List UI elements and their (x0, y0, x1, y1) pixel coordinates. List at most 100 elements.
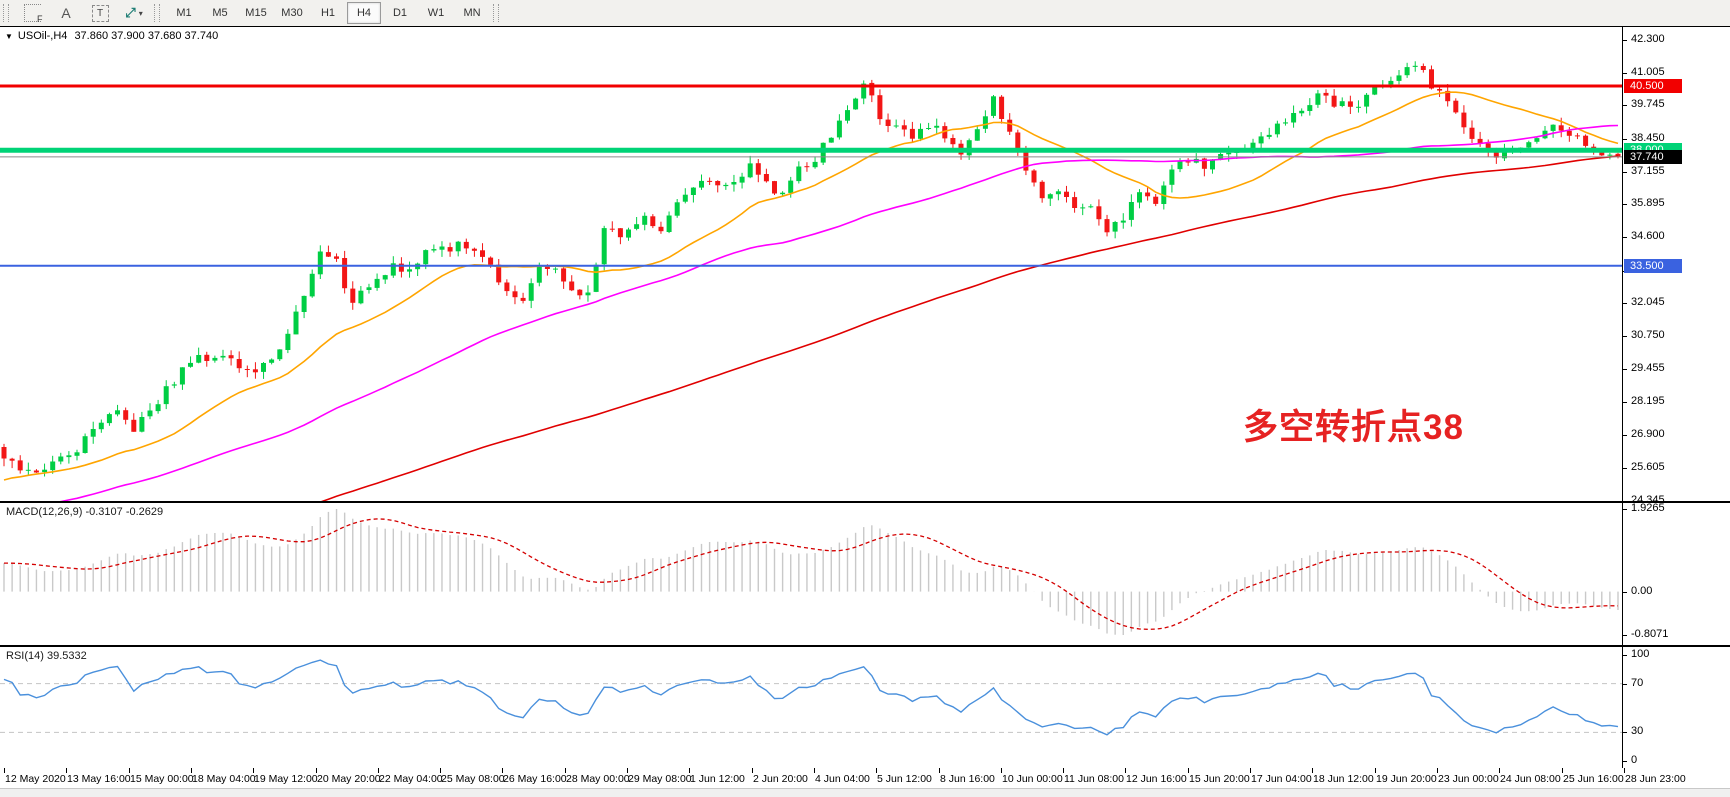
time-axis-tick (1312, 768, 1313, 773)
rsi-axis-label: 0 (1631, 754, 1638, 766)
rsi-axis-tick (1623, 655, 1627, 656)
time-axis-tick (4, 768, 5, 773)
time-axis-tick (253, 768, 254, 773)
time-axis-tick (378, 768, 379, 773)
time-axis-tick (316, 768, 317, 773)
rsi-axis-tick (1623, 761, 1627, 762)
time-axis[interactable]: 12 May 2020 13 May 16:00 15 May 00:00 18… (0, 768, 1730, 788)
text-label-icon: A (61, 5, 71, 21)
price-axis[interactable]: 42.300 41.005 39.745 38.450 37.155 35.89… (1622, 27, 1730, 506)
timeframe-button-d1[interactable]: D1 (392, 7, 408, 19)
macd-axis-label: 1.9265 (1631, 502, 1665, 514)
time-axis-label: 4 Jun 04:00 (815, 773, 870, 785)
time-axis-label: 8 Jun 16:00 (940, 773, 995, 785)
price-axis-label: 39.745 (1631, 98, 1665, 110)
timeframe-button-m30[interactable]: M30 (281, 7, 303, 19)
chart-symbol-dropdown-icon[interactable]: ▼ (5, 31, 13, 41)
time-axis-label: 25 Jun 16:00 (1563, 773, 1624, 785)
time-axis-label: 11 Jun 08:00 (1064, 773, 1124, 785)
fibo-grid-tool-button[interactable]: F (15, 1, 49, 25)
time-axis-tick (752, 768, 753, 773)
price-chart-canvas[interactable] (0, 27, 1622, 501)
timeframe-button-mn[interactable]: MN (463, 7, 481, 19)
price-axis-label: 41.005 (1631, 66, 1665, 78)
cursor-styles-tool-button[interactable]: ⤢ ▾ (117, 1, 151, 25)
rsi-axis[interactable]: 100 70 30 0 (1622, 647, 1730, 769)
time-axis-label: 22 May 04:00 (379, 773, 443, 785)
timeframe-button-m5[interactable]: M5 (212, 7, 228, 19)
time-axis-tick (1250, 768, 1251, 773)
time-axis-label: 18 May 04:00 (192, 773, 256, 785)
time-axis-tick (1375, 768, 1376, 773)
timeframe-button-h4[interactable]: H4 (347, 2, 381, 24)
macd-label: MACD(12,26,9) -0.3107 -0.2629 (6, 506, 164, 518)
time-axis-label: 10 Jun 00:00 (1002, 773, 1063, 785)
price-axis-tick (1623, 501, 1627, 502)
time-axis-tick (565, 768, 566, 773)
time-axis-tick (689, 768, 690, 773)
rsi-chart-canvas[interactable] (0, 647, 1622, 769)
toolbar-grip[interactable] (154, 4, 160, 22)
rsi-axis-tick (1623, 684, 1627, 685)
time-axis-tick (440, 768, 441, 773)
time-axis-tick (191, 768, 192, 773)
time-axis-label: 15 Jun 20:00 (1189, 773, 1250, 785)
chevron-down-icon[interactable]: ▾ (138, 8, 143, 18)
toolbar-grip[interactable] (3, 4, 9, 22)
text-box-tool-button[interactable]: T (83, 1, 117, 25)
price-axis-tick (1623, 139, 1627, 140)
chart-title: USOil-,H4 (17, 30, 68, 42)
time-axis-label: 25 May 08:00 (441, 773, 505, 785)
cursor-styles-icon: ⤢ (125, 5, 136, 20)
rsi-panel: RSI(14) 39.5332 100 70 30 0 (0, 646, 1730, 770)
time-axis-label: 1 Jun 12:00 (690, 773, 745, 785)
price-axis-tick (1623, 336, 1627, 337)
price-axis-label: 25.605 (1631, 461, 1665, 473)
time-axis-label: 12 Jun 16:00 (1126, 773, 1187, 785)
time-axis-label: 29 May 08:00 (628, 773, 692, 785)
macd-axis-tick (1623, 509, 1627, 510)
chart-ohlc-values: 37.860 37.900 37.680 37.740 (74, 30, 219, 42)
time-axis-tick (1188, 768, 1189, 773)
price-axis-tick (1623, 237, 1627, 238)
price-axis-tick (1623, 204, 1627, 205)
time-axis-label: 17 Jun 04:00 (1251, 773, 1312, 785)
price-axis-label: 42.300 (1631, 33, 1665, 45)
price-line-badge: 40.500 (1624, 79, 1682, 93)
timeframe-button-w1[interactable]: W1 (427, 7, 445, 19)
rsi-axis-label: 100 (1631, 648, 1650, 660)
price-axis-label: 35.895 (1631, 197, 1665, 209)
price-axis-tick (1623, 402, 1627, 403)
horizontal-scrollbar[interactable] (0, 788, 1730, 797)
time-axis-tick (1001, 768, 1002, 773)
rsi-label: RSI(14) 39.5332 (6, 650, 87, 662)
time-axis-tick (502, 768, 503, 773)
rsi-axis-label: 30 (1631, 725, 1644, 737)
time-axis-label: 5 Jun 12:00 (877, 773, 932, 785)
price-axis-tick (1623, 369, 1627, 370)
price-axis-tick (1623, 172, 1627, 173)
macd-chart-canvas[interactable] (0, 503, 1622, 645)
price-axis-label: 28.195 (1631, 395, 1665, 407)
toolbar-grip[interactable] (493, 4, 499, 22)
text-label-tool-button[interactable]: A (49, 1, 83, 25)
time-axis-label: 28 May 00:00 (566, 773, 630, 785)
time-axis-label: 18 Jun 12:00 (1313, 773, 1374, 785)
time-axis-tick (627, 768, 628, 773)
time-axis-tick (876, 768, 877, 773)
timeframe-button-m1[interactable]: M1 (176, 7, 192, 19)
price-axis-label: 34.600 (1631, 230, 1665, 242)
macd-axis[interactable]: 1.9265 0.00 -0.8071 (1622, 502, 1730, 645)
macd-axis-tick (1623, 635, 1627, 636)
macd-axis-tick (1623, 592, 1627, 593)
time-axis-label: 15 May 00:00 (130, 773, 194, 785)
timeframe-button-m15[interactable]: M15 (245, 7, 267, 19)
time-axis-tick (1437, 768, 1438, 773)
price-line-badge: 33.500 (1624, 259, 1682, 273)
price-axis-tick (1623, 105, 1627, 106)
toolbar: F A T ⤢ ▾ M1 M5 M15 M30 H1 H4 D1 W1 MN (0, 0, 1730, 27)
fibo-grid-icon: F (23, 4, 43, 24)
price-axis-label: 26.900 (1631, 428, 1665, 440)
price-axis-label: 37.155 (1631, 165, 1665, 177)
timeframe-button-h1[interactable]: H1 (320, 7, 336, 19)
